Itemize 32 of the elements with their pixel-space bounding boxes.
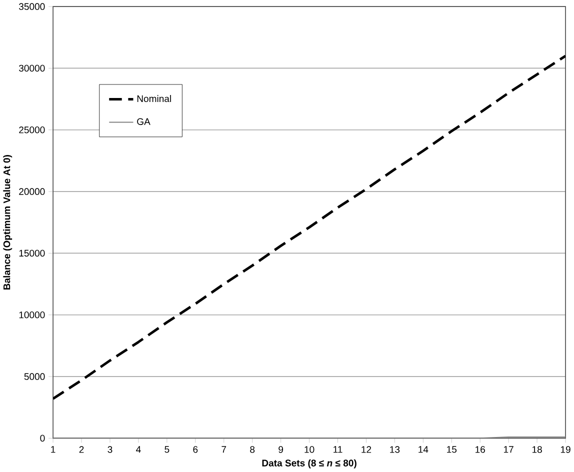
x-tick-label: 11	[334, 446, 342, 453]
y-tick-label: 25000	[19, 126, 45, 134]
y-tick-label: 5000	[24, 373, 45, 380]
y-tick-label: 15000	[19, 250, 45, 257]
y-tick-label: 10000	[19, 312, 45, 319]
x-tick-label: 18	[532, 446, 542, 454]
y-tick-label: 20000	[19, 188, 45, 196]
line-series	[53, 54, 566, 400]
y-tick-label: 0	[40, 435, 45, 442]
x-tick-label: 1	[51, 446, 56, 453]
x-tick-label: 5	[164, 446, 170, 454]
x-tick-label: 4	[136, 446, 141, 453]
x-tick-label: 12	[362, 446, 372, 454]
x-tick-label: 15	[447, 446, 457, 454]
x-tick-label: 10	[304, 446, 314, 454]
y-tick-label: 30000	[18, 65, 45, 72]
x-tick-label: 2	[79, 446, 84, 454]
x-tick-label: 13	[390, 446, 400, 454]
x-tick-label: 17	[504, 446, 514, 453]
y-axis-title: Balance (Optimum Value At 0)	[3, 155, 12, 290]
x-tick-label: 3	[108, 446, 112, 454]
x-tick-label: 6	[193, 446, 198, 454]
x-tick-label: 9	[278, 446, 284, 454]
x-tick-label: 7	[222, 446, 226, 453]
y-tick-label: 35000	[18, 3, 45, 10]
x-axis-title: Data Sets (8 ≤ n ≤ 80)	[262, 460, 356, 469]
legend-label: Nominal	[137, 95, 171, 102]
legend-label: GA	[137, 118, 150, 126]
x-tick-label: 16	[476, 446, 485, 454]
x-tick-label: 8	[250, 446, 255, 454]
x-tick-label: 19	[560, 446, 570, 454]
x-tick-label: 14	[418, 446, 428, 453]
